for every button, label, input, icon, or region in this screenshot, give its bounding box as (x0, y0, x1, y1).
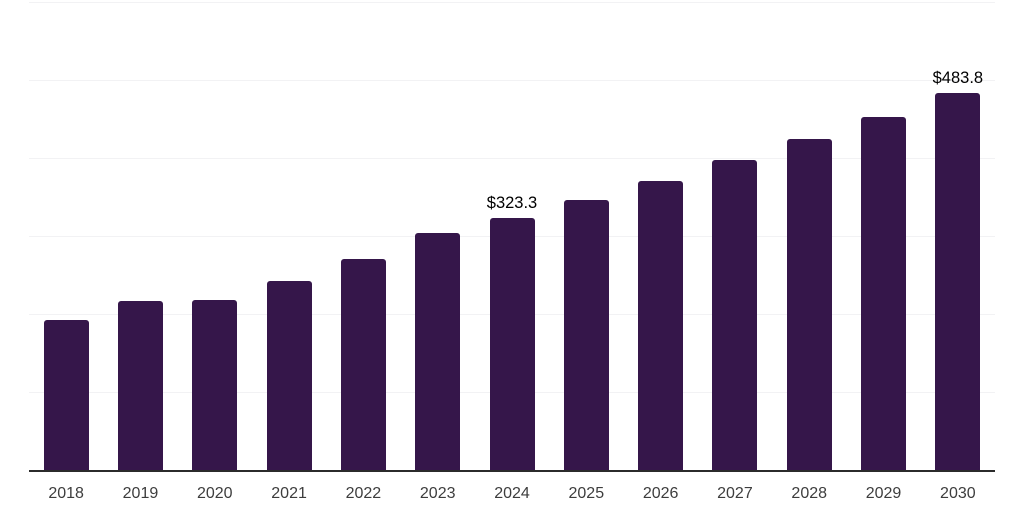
bar-2022 (340, 259, 386, 470)
x-tick-label-2020: 2020 (196, 485, 233, 502)
x-tick-label-2024: 2024 (494, 485, 530, 502)
bar-2030 (935, 92, 981, 470)
value-label-2030: $483.8 (932, 69, 984, 88)
bar-2029 (861, 116, 907, 470)
bar-2020 (192, 299, 238, 470)
bar-2018 (43, 320, 89, 470)
bar-2023 (415, 233, 461, 470)
gridline-600 (29, 2, 995, 3)
x-tick-label-2023: 2023 (419, 485, 456, 502)
gridline-400 (29, 158, 995, 159)
x-tick-label-2030: 2030 (940, 485, 976, 502)
x-tick-label-2022: 2022 (345, 485, 382, 502)
x-tick-label-2026: 2026 (642, 485, 679, 502)
bar-2027 (712, 160, 758, 470)
bar-2021 (266, 281, 312, 470)
x-tick-label-2019: 2019 (122, 485, 159, 502)
x-tick-label-2025: 2025 (568, 485, 605, 502)
bar-2019 (117, 301, 163, 470)
plot-area: $323.3 $483.8 (29, 2, 995, 472)
x-tick-label-2018: 2018 (48, 485, 84, 502)
x-tick-label-2029: 2029 (865, 485, 902, 502)
bar-2024 (489, 217, 535, 470)
x-tick-label-2027: 2027 (717, 485, 753, 502)
bar-2028 (786, 139, 832, 470)
gridline-500 (29, 80, 995, 81)
x-axis-labels: 2018 2019 2020 2021 2022 2023 2024 2025 2026 2027… (29, 470, 995, 512)
value-label-2024: $323.3 (486, 194, 538, 213)
bar-2026 (638, 181, 684, 470)
x-tick-label-2021: 2021 (271, 485, 307, 502)
x-tick-label-2028: 2028 (791, 485, 828, 502)
bar-2025 (563, 200, 609, 470)
